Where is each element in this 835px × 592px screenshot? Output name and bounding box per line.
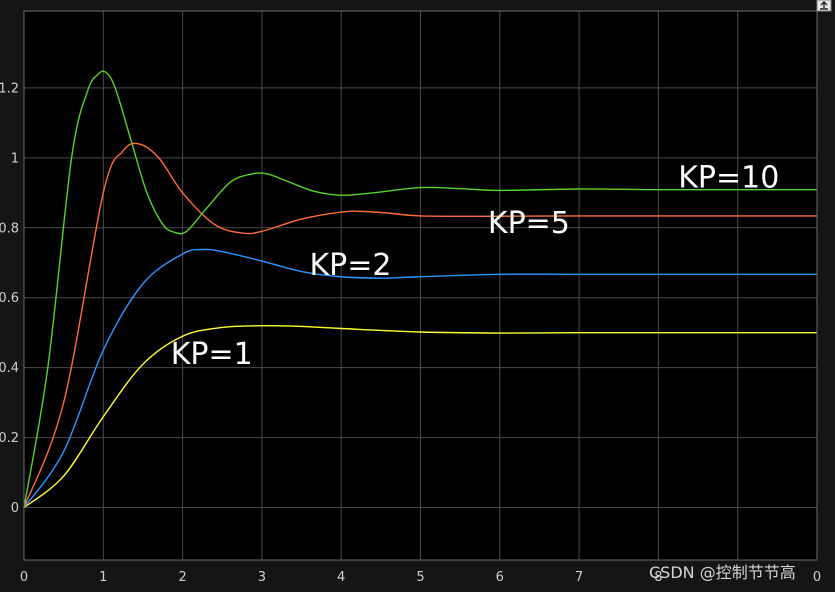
series-line-4 <box>23 70 817 508</box>
x-tick-label: 0 <box>20 570 28 585</box>
x-tick-label: 5 <box>416 570 424 585</box>
y-tick-label: 1 <box>11 151 19 166</box>
x-tick-label: 4 <box>337 570 345 585</box>
y-tick-label: 0.2 <box>0 431 19 446</box>
x-tick-label: 2 <box>178 570 186 585</box>
x-tick-labels: 0 1 2 3 4 5 6 7 8 0 <box>20 570 821 585</box>
series-line-2 <box>23 248 817 508</box>
x-tick-label: 1 <box>99 570 107 585</box>
y-tick-label: 0 <box>11 501 19 516</box>
x-tick-label: 0 <box>813 570 821 585</box>
y-tick-label: 0.8 <box>0 221 19 236</box>
series-line-3 <box>23 142 817 508</box>
axes-border <box>23 10 818 561</box>
annotation-label: KP=1 <box>171 337 253 372</box>
y-tick-label: 1.2 <box>0 81 19 96</box>
watermark-text: CSDN @控制节节高 <box>649 563 796 582</box>
series-line-1 <box>23 324 817 509</box>
y-tick-label: 0.6 <box>0 291 19 306</box>
annotation-label: KP=5 <box>488 206 570 241</box>
x-tick-label: 6 <box>496 570 504 585</box>
x-tick-label: 7 <box>575 570 583 585</box>
annotation-label: KP=10 <box>678 161 779 196</box>
annotations: KP=1 KP=2 KP=5 KP=10 <box>171 161 780 373</box>
annotation-label: KP=2 <box>309 248 391 283</box>
series-group <box>23 70 817 509</box>
y-tick-label: 0.4 <box>0 361 19 376</box>
x-tick-label: 8 <box>654 570 662 585</box>
restore-icon[interactable] <box>816 0 832 12</box>
x-tick-label: 3 <box>258 570 266 585</box>
y-tick-labels: 0 0.2 0.4 0.6 0.8 1 1.2 <box>0 81 19 516</box>
